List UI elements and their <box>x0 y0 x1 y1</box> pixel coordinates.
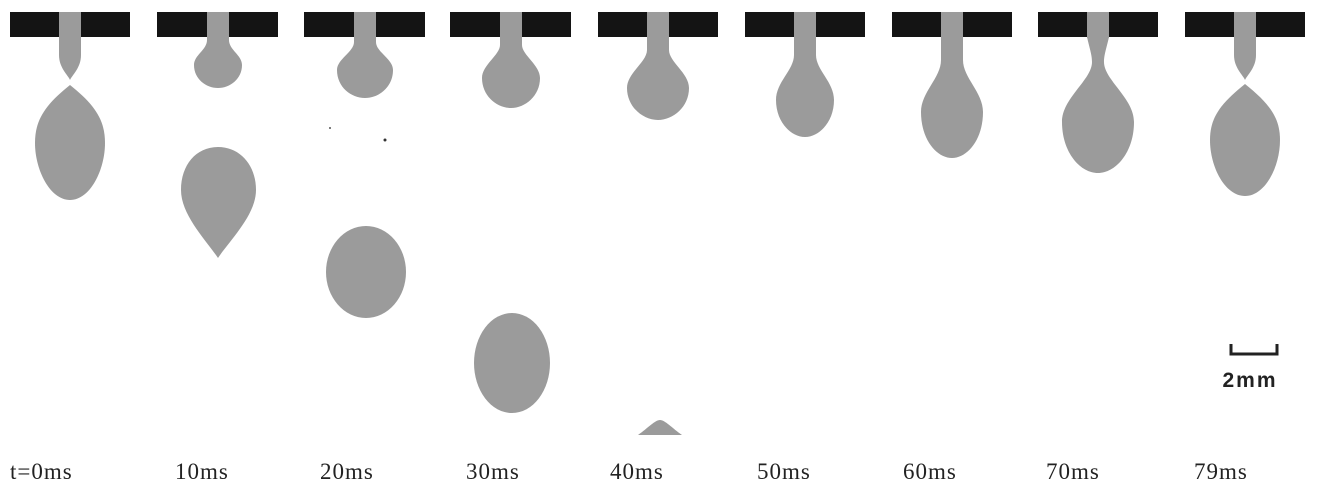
falling-drop <box>326 226 406 318</box>
nozzle <box>500 12 522 38</box>
frame-label: 20ms <box>320 459 374 484</box>
nozzle <box>59 12 81 38</box>
frame-label: 79ms <box>1194 459 1248 484</box>
speck <box>329 127 331 129</box>
nozzle <box>647 12 669 38</box>
frame-label: 10ms <box>175 459 229 484</box>
figure: 2mm t=0ms 10ms 20ms 30ms 40ms 50ms 60ms … <box>0 0 1317 489</box>
scale-label: 2mm <box>1222 369 1277 392</box>
nozzle <box>941 12 963 38</box>
nozzle <box>354 12 376 38</box>
speck <box>384 139 387 142</box>
frame-label: 30ms <box>466 459 520 484</box>
nozzle <box>1087 12 1109 38</box>
nozzle <box>1234 12 1256 38</box>
frame-label: 70ms <box>1046 459 1100 484</box>
frame-label: t=0ms <box>10 459 73 484</box>
frame-label: 50ms <box>757 459 811 484</box>
nozzle <box>207 12 229 38</box>
frame-label: 60ms <box>903 459 957 484</box>
nozzle <box>794 12 816 38</box>
falling-drop <box>474 313 550 413</box>
frame-label: 40ms <box>610 459 664 484</box>
